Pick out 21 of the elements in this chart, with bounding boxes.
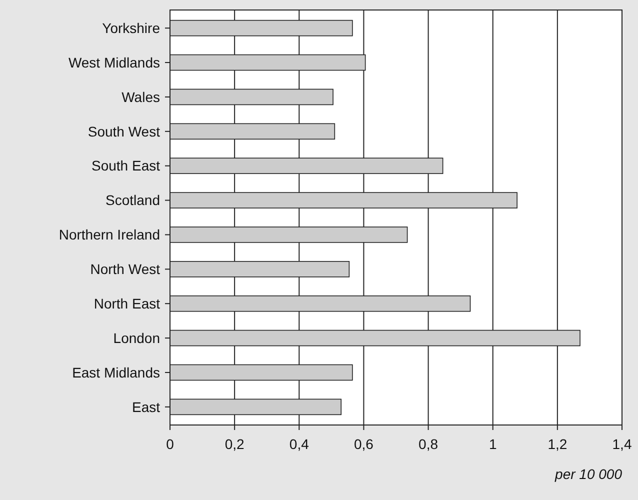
x-tick-label: 0,2 [224,436,245,452]
x-tick-label: 0,4 [289,436,310,452]
y-tick-label: Wales [122,88,160,105]
y-tick-label: South West [88,123,160,140]
y-tick-label: North East [94,296,160,312]
y-tick-label: Northern Ireland [58,226,160,243]
x-tick-label: 0 [166,436,174,452]
y-tick-label: West Midlands [68,54,160,70]
y-tick-label: South East [92,158,160,174]
y-tick-label: North West [90,261,160,278]
y-tick-label: Yorkshire [102,20,160,36]
x-tick-label: 0,6 [354,436,374,452]
x-tick-label: 1,4 [612,436,632,452]
x-tick-label: 0,8 [418,436,438,452]
x-tick-label: 1 [488,436,497,452]
y-tick-label: East [132,398,160,415]
x-tick-label: 1,2 [548,436,568,452]
text: per 10 000 [554,466,622,482]
y-tick-label: London [113,330,160,346]
y-tick-label: East Midlands [72,364,160,380]
y-tick-label: Scotland [106,192,160,208]
